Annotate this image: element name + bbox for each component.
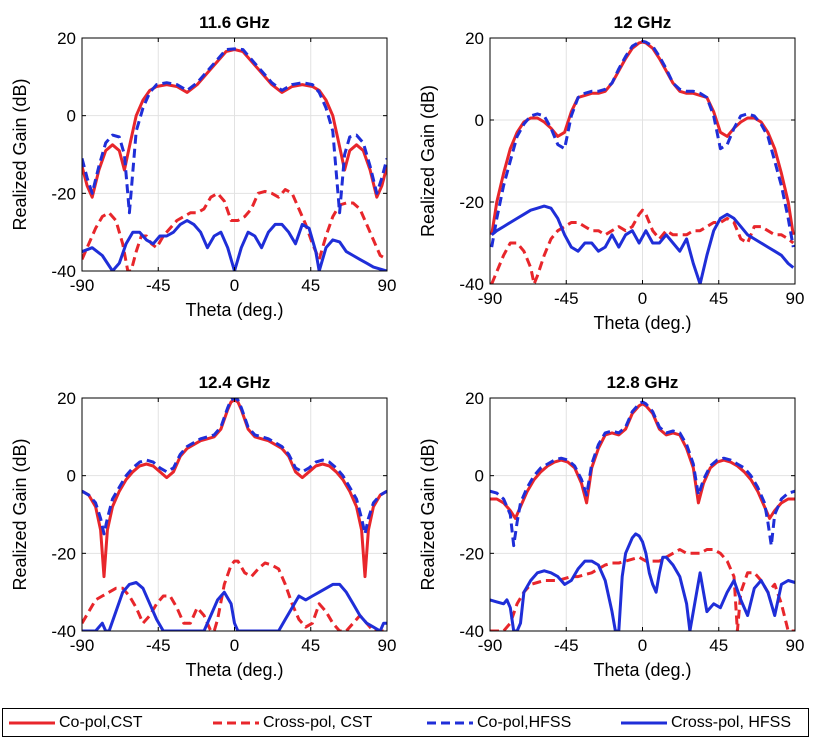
- x-axis-label: Theta (deg.): [185, 660, 283, 680]
- x-tick-label: 90: [378, 276, 397, 295]
- chart-panel-4: -90 -45 0 45 90 -40 -20 0 20 12.8 GHz Theta (deg.)…: [418, 373, 804, 680]
- y-tick-label: -40: [51, 622, 76, 641]
- y-tick-label: 0: [67, 107, 76, 126]
- x-tick-label: 0: [230, 636, 239, 655]
- y-tick-label: 0: [475, 111, 484, 130]
- x-tick-label: 0: [230, 276, 239, 295]
- legend-item-co-pol-hfss: Co-pol,HFSS: [427, 709, 571, 736]
- series-line-cross-pol-hfss: [490, 204, 795, 284]
- x-tick-label: 0: [638, 636, 647, 655]
- y-tick-label: 0: [67, 467, 76, 486]
- y-tick-label: -20: [51, 184, 76, 203]
- y-tick-label: -40: [51, 262, 76, 281]
- series-group: [490, 39, 795, 284]
- y-tick-label: -20: [459, 544, 484, 563]
- legend-label: Cross-pol, HFSS: [671, 713, 792, 731]
- y-tick-label: -40: [459, 275, 484, 294]
- chart-panel-1: -90 -45 0 45 90 -40 -20 0 20 11.6 GHz Theta (deg.)…: [10, 13, 396, 320]
- x-tick-label: 0: [638, 289, 647, 308]
- x-tick-label: -90: [70, 276, 95, 295]
- legend-item-cross-pol-cst: Cross-pol, CST: [213, 709, 372, 736]
- legend-swatch-cross-pol-hfss: [621, 721, 667, 724]
- y-axis-label: Realized Gain (dB): [418, 85, 438, 237]
- series-line-co-pol-hfss: [82, 398, 387, 536]
- x-tick-label: -90: [70, 636, 95, 655]
- y-tick-label: 20: [57, 29, 76, 48]
- x-axis-label: Theta (deg.): [593, 660, 691, 680]
- y-tick-label: 0: [475, 467, 484, 486]
- legend-item-co-pol-cst: Co-pol,CST: [9, 709, 143, 736]
- legend-swatch-co-pol-hfss: [427, 721, 473, 724]
- x-tick-label: -45: [554, 289, 579, 308]
- chart-panel-3: -90 -45 0 45 90 -40 -20 0 20 12.4 GHz Theta (deg.)…: [10, 373, 396, 680]
- x-tick-label: -45: [554, 636, 579, 655]
- y-tick-label: -40: [459, 622, 484, 641]
- legend-label: Co-pol,CST: [59, 713, 143, 731]
- x-tick-label: 45: [301, 636, 320, 655]
- chart-title: 12 GHz: [614, 13, 672, 32]
- y-axis-label: Realized Gain (dB): [418, 438, 438, 590]
- x-tick-label: 90: [786, 636, 805, 655]
- legend-swatch-cross-pol-cst: [213, 721, 259, 724]
- x-axis-label: Theta (deg.): [593, 313, 691, 333]
- y-tick-label: 20: [465, 29, 484, 48]
- chart-panel-2: -90 -45 0 45 90 -40 -20 0 20 12 GHz Theta (deg.) Re…: [418, 13, 804, 333]
- chart-title: 11.6 GHz: [199, 13, 270, 32]
- x-tick-label: 45: [301, 276, 320, 295]
- y-tick-label: -20: [51, 544, 76, 563]
- legend: Co-pol,CST Cross-pol, CST Co-pol,HFSS Cr…: [2, 708, 809, 737]
- x-tick-label: -45: [146, 636, 171, 655]
- series-line-cross-pol-hfss: [82, 581, 387, 631]
- series-line-cross-pol-hfss: [82, 219, 387, 271]
- x-tick-label: -90: [478, 636, 503, 655]
- x-axis-label: Theta (deg.): [185, 300, 283, 320]
- chart-title: 12.8 GHz: [607, 373, 679, 392]
- y-tick-label: 20: [465, 389, 484, 408]
- y-axis-label: Realized Gain (dB): [10, 438, 30, 590]
- chart-title: 12.4 GHz: [199, 373, 271, 392]
- series-line-co-pol-hfss: [82, 47, 387, 215]
- series-line-cross-pol-cst: [82, 559, 387, 631]
- y-tick-label: -20: [459, 193, 484, 212]
- x-tick-label: 45: [709, 636, 728, 655]
- legend-swatch-co-pol-cst: [9, 721, 55, 724]
- legend-label: Co-pol,HFSS: [477, 713, 572, 731]
- series-line-cross-pol-hfss: [490, 532, 795, 631]
- x-tick-label: -90: [478, 289, 503, 308]
- series-line-co-pol-cst: [490, 402, 795, 520]
- y-axis-label: Realized Gain (dB): [10, 78, 30, 230]
- series-group: [82, 47, 387, 271]
- legend-item-cross-pol-hfss: Cross-pol, HFSS: [621, 709, 791, 736]
- x-tick-label: 90: [378, 636, 397, 655]
- x-tick-label: 90: [786, 289, 805, 308]
- y-tick-label: 20: [57, 389, 76, 408]
- x-tick-label: -45: [146, 276, 171, 295]
- series-line-cross-pol-cst: [490, 208, 795, 284]
- x-tick-label: 45: [709, 289, 728, 308]
- series-line-cross-pol-cst: [82, 188, 387, 271]
- legend-label: Cross-pol, CST: [263, 713, 373, 731]
